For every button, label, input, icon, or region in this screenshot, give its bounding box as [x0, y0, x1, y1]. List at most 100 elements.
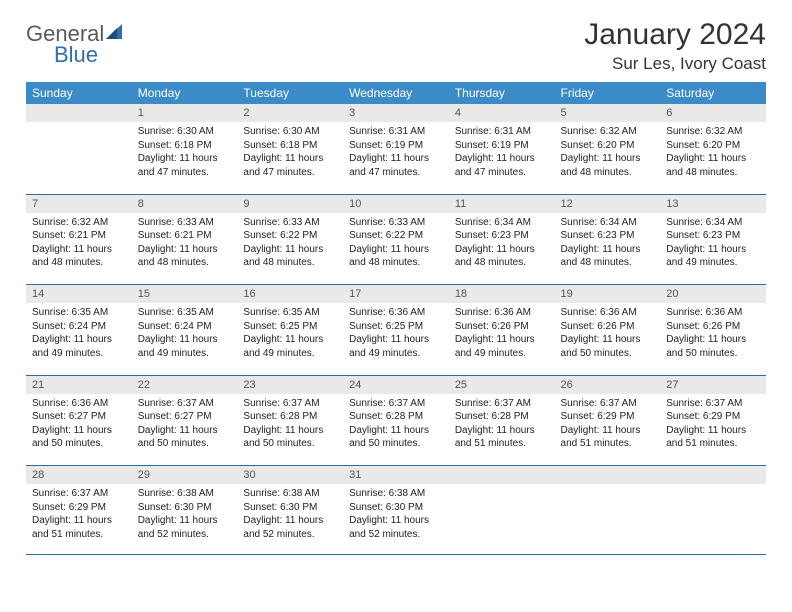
day-content: Sunrise: 6:38 AMSunset: 6:30 PMDaylight:…: [237, 484, 343, 547]
sunrise: Sunrise: 6:34 AM: [561, 216, 655, 230]
sunset: Sunset: 6:24 PM: [138, 320, 232, 334]
day-number: 18: [449, 285, 555, 303]
daylight-line1: Daylight: 11 hours: [138, 333, 232, 347]
daylight-line1: Daylight: 11 hours: [561, 243, 655, 257]
sunrise: Sunrise: 6:35 AM: [32, 306, 126, 320]
day-number: 16: [237, 285, 343, 303]
daylight-line2: and 47 minutes.: [138, 166, 232, 180]
sunrise: Sunrise: 6:30 AM: [243, 125, 337, 139]
sunset: Sunset: 6:30 PM: [349, 501, 443, 515]
daylight-line1: Daylight: 11 hours: [666, 243, 760, 257]
day-cell: [555, 484, 661, 554]
location: Sur Les, Ivory Coast: [584, 54, 766, 74]
day-cell: Sunrise: 6:35 AMSunset: 6:25 PMDaylight:…: [237, 303, 343, 375]
day-content: Sunrise: 6:38 AMSunset: 6:30 PMDaylight:…: [132, 484, 238, 547]
day-content: Sunrise: 6:31 AMSunset: 6:19 PMDaylight:…: [343, 122, 449, 185]
day-number: 21: [26, 376, 132, 394]
daylight-line2: and 47 minutes.: [455, 166, 549, 180]
sunrise: Sunrise: 6:32 AM: [666, 125, 760, 139]
day-number: 6: [660, 104, 766, 122]
sunrise: Sunrise: 6:30 AM: [138, 125, 232, 139]
content-row: Sunrise: 6:35 AMSunset: 6:24 PMDaylight:…: [26, 303, 766, 375]
day-content: Sunrise: 6:35 AMSunset: 6:25 PMDaylight:…: [237, 303, 343, 366]
sunrise: Sunrise: 6:36 AM: [32, 397, 126, 411]
daylight-line2: and 51 minutes.: [455, 437, 549, 451]
sunrise: Sunrise: 6:35 AM: [243, 306, 337, 320]
day-cell: Sunrise: 6:34 AMSunset: 6:23 PMDaylight:…: [555, 213, 661, 285]
daylight-line1: Daylight: 11 hours: [138, 152, 232, 166]
day-cell: Sunrise: 6:32 AMSunset: 6:21 PMDaylight:…: [26, 213, 132, 285]
weekday-header: Monday: [132, 82, 238, 104]
sunrise: Sunrise: 6:37 AM: [243, 397, 337, 411]
day-number: 15: [132, 285, 238, 303]
daylight-line2: and 52 minutes.: [349, 528, 443, 542]
day-number: 10: [343, 195, 449, 213]
daylight-line2: and 48 minutes.: [243, 256, 337, 270]
sunset: Sunset: 6:23 PM: [666, 229, 760, 243]
sunrise: Sunrise: 6:33 AM: [243, 216, 337, 230]
logo-sail-icon: [106, 24, 126, 43]
day-cell: Sunrise: 6:31 AMSunset: 6:19 PMDaylight:…: [449, 122, 555, 194]
day-content: Sunrise: 6:37 AMSunset: 6:28 PMDaylight:…: [449, 394, 555, 457]
daynum-row: 123456: [26, 104, 766, 122]
day-number: 4: [449, 104, 555, 122]
daylight-line2: and 50 minutes.: [138, 437, 232, 451]
daylight-line2: and 48 minutes.: [32, 256, 126, 270]
daylight-line1: Daylight: 11 hours: [455, 333, 549, 347]
day-content: Sunrise: 6:32 AMSunset: 6:20 PMDaylight:…: [660, 122, 766, 185]
sunset: Sunset: 6:18 PM: [243, 139, 337, 153]
day-number: 11: [449, 195, 555, 213]
sunrise: Sunrise: 6:34 AM: [666, 216, 760, 230]
day-cell: Sunrise: 6:38 AMSunset: 6:30 PMDaylight:…: [343, 484, 449, 554]
daylight-line2: and 51 minutes.: [666, 437, 760, 451]
sunrise: Sunrise: 6:38 AM: [138, 487, 232, 501]
daylight-line2: and 48 minutes.: [349, 256, 443, 270]
daynum-row: 78910111213: [26, 194, 766, 213]
day-cell: Sunrise: 6:35 AMSunset: 6:24 PMDaylight:…: [26, 303, 132, 375]
daylight-line1: Daylight: 11 hours: [561, 333, 655, 347]
sunset: Sunset: 6:22 PM: [243, 229, 337, 243]
daylight-line1: Daylight: 11 hours: [666, 424, 760, 438]
sunset: Sunset: 6:28 PM: [243, 410, 337, 424]
daylight-line1: Daylight: 11 hours: [455, 243, 549, 257]
daylight-line1: Daylight: 11 hours: [243, 333, 337, 347]
day-cell: Sunrise: 6:36 AMSunset: 6:25 PMDaylight:…: [343, 303, 449, 375]
day-content: Sunrise: 6:33 AMSunset: 6:21 PMDaylight:…: [132, 213, 238, 276]
daylight-line2: and 48 minutes.: [455, 256, 549, 270]
sunset: Sunset: 6:27 PM: [32, 410, 126, 424]
day-content: Sunrise: 6:37 AMSunset: 6:29 PMDaylight:…: [660, 394, 766, 457]
daylight-line1: Daylight: 11 hours: [32, 333, 126, 347]
sunrise: Sunrise: 6:35 AM: [138, 306, 232, 320]
day-cell: Sunrise: 6:37 AMSunset: 6:29 PMDaylight:…: [555, 394, 661, 466]
day-number: 26: [555, 376, 661, 394]
day-number: 13: [660, 195, 766, 213]
day-cell: [449, 484, 555, 554]
day-cell: Sunrise: 6:36 AMSunset: 6:26 PMDaylight:…: [449, 303, 555, 375]
sunset: Sunset: 6:30 PM: [138, 501, 232, 515]
sunset: Sunset: 6:20 PM: [561, 139, 655, 153]
weekday-header: Saturday: [660, 82, 766, 104]
day-content: Sunrise: 6:36 AMSunset: 6:27 PMDaylight:…: [26, 394, 132, 457]
day-cell: Sunrise: 6:35 AMSunset: 6:24 PMDaylight:…: [132, 303, 238, 375]
sunrise: Sunrise: 6:36 AM: [666, 306, 760, 320]
content-row: Sunrise: 6:32 AMSunset: 6:21 PMDaylight:…: [26, 213, 766, 285]
sunset: Sunset: 6:30 PM: [243, 501, 337, 515]
daynum-row: 28293031: [26, 466, 766, 485]
daylight-line1: Daylight: 11 hours: [138, 243, 232, 257]
day-content: Sunrise: 6:35 AMSunset: 6:24 PMDaylight:…: [26, 303, 132, 366]
day-number: 12: [555, 195, 661, 213]
day-cell: Sunrise: 6:36 AMSunset: 6:26 PMDaylight:…: [660, 303, 766, 375]
daylight-line1: Daylight: 11 hours: [243, 514, 337, 528]
daylight-line2: and 47 minutes.: [243, 166, 337, 180]
day-cell: Sunrise: 6:38 AMSunset: 6:30 PMDaylight:…: [132, 484, 238, 554]
day-cell: Sunrise: 6:32 AMSunset: 6:20 PMDaylight:…: [660, 122, 766, 194]
sunset: Sunset: 6:23 PM: [455, 229, 549, 243]
daylight-line1: Daylight: 11 hours: [32, 424, 126, 438]
sunset: Sunset: 6:21 PM: [32, 229, 126, 243]
daylight-line1: Daylight: 11 hours: [32, 514, 126, 528]
sunset: Sunset: 6:25 PM: [243, 320, 337, 334]
day-cell: Sunrise: 6:37 AMSunset: 6:28 PMDaylight:…: [237, 394, 343, 466]
day-cell: Sunrise: 6:33 AMSunset: 6:21 PMDaylight:…: [132, 213, 238, 285]
day-content: Sunrise: 6:37 AMSunset: 6:27 PMDaylight:…: [132, 394, 238, 457]
daylight-line2: and 49 minutes.: [243, 347, 337, 361]
